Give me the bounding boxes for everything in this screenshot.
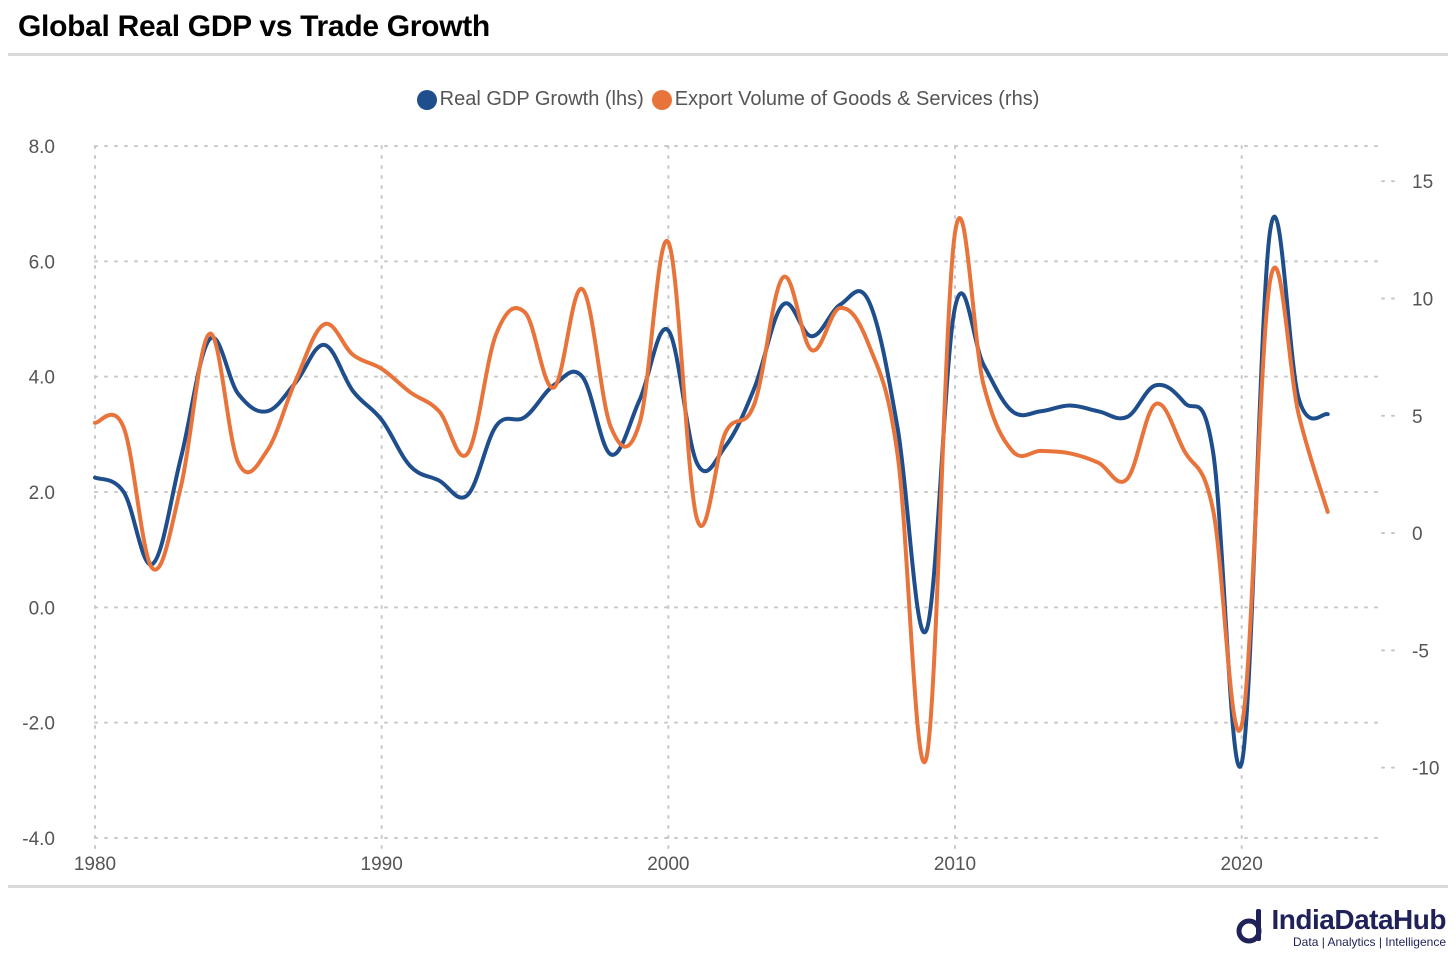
- y-left-tick-label: -2.0: [22, 714, 55, 735]
- legend-label-exports: Export Volume of Goods & Services (rhs): [674, 88, 1040, 110]
- y-left-tick-label: 2.0: [29, 483, 55, 504]
- y-right-tick-label: 10: [1412, 289, 1433, 310]
- legend-dot-exports: [651, 89, 672, 110]
- y-right-tick-label: 0: [1412, 524, 1423, 545]
- y-left-tick-label: 6.0: [29, 252, 55, 273]
- y-left-tick-label: 0.0: [29, 598, 55, 619]
- y-left-tick-label: 4.0: [29, 368, 55, 389]
- brand-tagline: Data | Analytics | Intelligence: [1293, 935, 1446, 949]
- axis-tick-labels: 8.0 6.0 4.0 2.0 0.0 -2.0 -4.0 15 10 5 0 -5 -10 1980 19…: [22, 137, 1439, 875]
- x-tick-label: 1990: [361, 854, 403, 875]
- chart-legend: Real GDP Growth (lhs) Export Volume of G…: [0, 88, 1456, 111]
- legend-item-gdp[interactable]: Real GDP Growth (lhs): [416, 88, 644, 111]
- y-right-tick-label: -10: [1412, 759, 1439, 780]
- brand-logo-icon: [1236, 909, 1262, 944]
- brand-name: IndiaDataHub: [1271, 904, 1447, 935]
- series-lines: [93, 215, 1330, 769]
- y-right-tick-label: 5: [1412, 407, 1423, 428]
- y-left-tick-label: -4.0: [22, 829, 55, 850]
- brand-logo: IndiaDataHub Data | Analytics | Intellig…: [1236, 904, 1447, 949]
- legend-dot-gdp: [416, 89, 437, 110]
- y-right-tick-label: -5: [1412, 641, 1429, 662]
- x-tick-label: 2020: [1221, 854, 1263, 875]
- x-tick-label: 2010: [934, 854, 976, 875]
- y-right-tick-label: 15: [1412, 172, 1433, 193]
- series-line-gdp: [93, 215, 1330, 769]
- x-tick-label: 2000: [647, 854, 689, 875]
- chart-title: Global Real GDP vs Trade Growth: [18, 10, 490, 43]
- x-tick-label: 1980: [74, 854, 116, 875]
- y-left-tick-label: 8.0: [29, 137, 55, 158]
- title-divider: [8, 53, 1448, 56]
- footer-divider: [8, 885, 1448, 888]
- legend-label-gdp: Real GDP Growth (lhs): [439, 88, 644, 110]
- grid-lines: [94, 145, 1403, 849]
- series-line-exports: [93, 216, 1330, 764]
- legend-item-exports[interactable]: Export Volume of Goods & Services (rhs): [651, 88, 1040, 111]
